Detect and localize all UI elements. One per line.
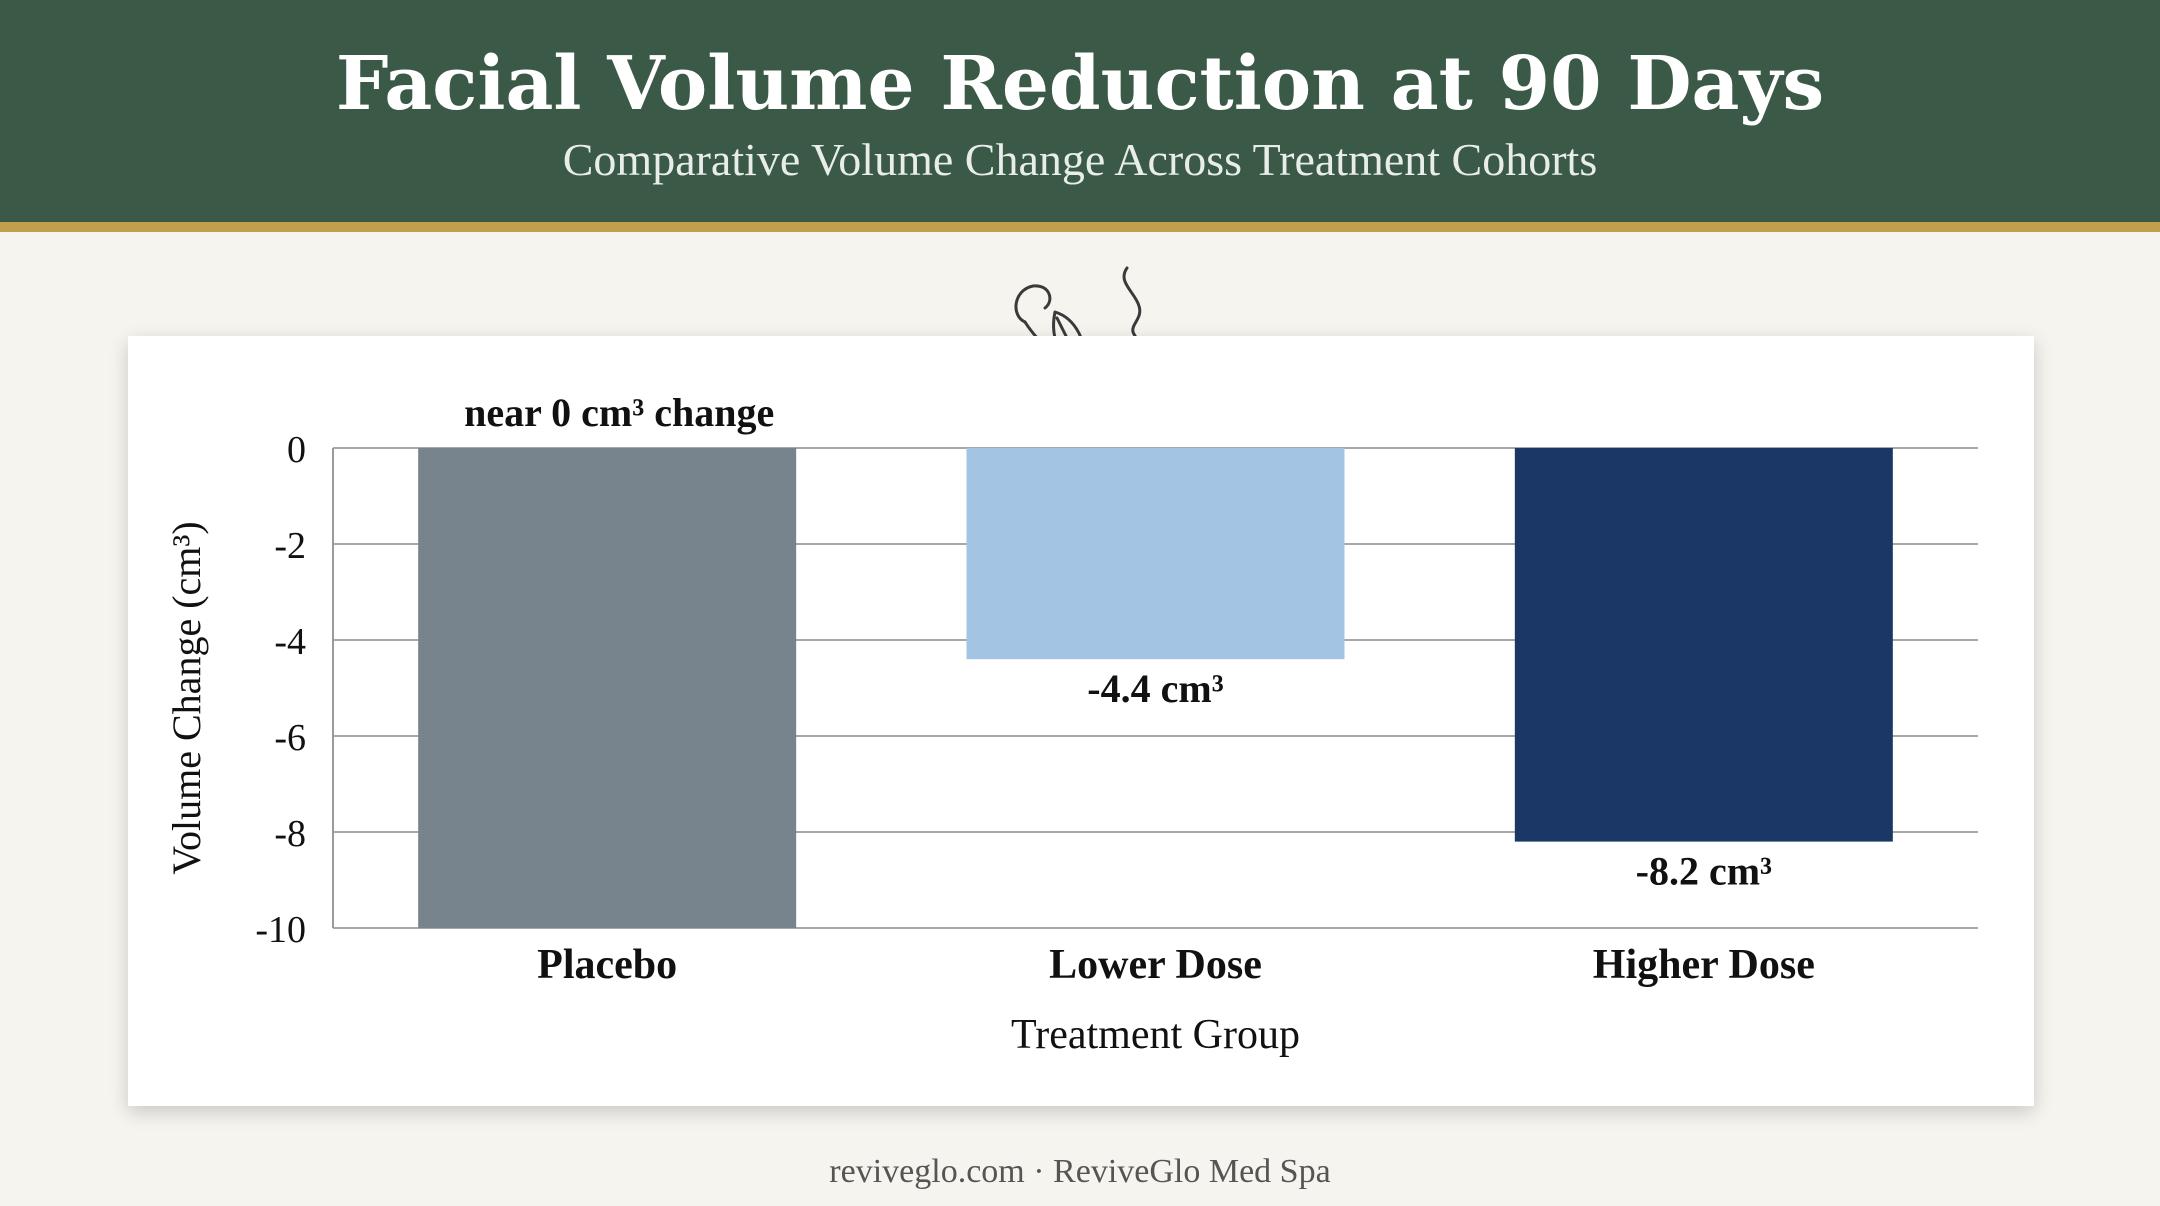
- y-tick-label: 0: [287, 429, 306, 471]
- bar-lower-dose: [966, 448, 1345, 660]
- data-label: -4.4 cm³: [1087, 666, 1223, 711]
- x-tick-label: Higher Dose: [1593, 942, 1815, 988]
- bar-higher-dose: [1514, 448, 1893, 842]
- gold-divider: [0, 222, 2160, 232]
- chart-title: Facial Volume Reduction at 90 Days: [335, 41, 1825, 127]
- bar-placebo: [418, 448, 797, 928]
- y-tick-label: -8: [274, 813, 306, 855]
- data-label: -8.2 cm³: [1636, 849, 1772, 894]
- chart-subtitle: Comparative Volume Change Across Treatme…: [562, 134, 1598, 185]
- y-axis-label: Volume Change (cm³): [164, 521, 209, 874]
- header-banner: Facial Volume Reduction at 90 Days Compa…: [0, 0, 2160, 222]
- chart-card: 0 -2 -4 -6 -8 -10 Placebo near 0 cm³ change Lowe…: [128, 336, 2034, 1106]
- x-tick-label: Lower Dose: [1049, 942, 1262, 988]
- y-tick-label: -4: [274, 621, 306, 663]
- y-tick-label: -10: [255, 909, 306, 951]
- y-tick-label: -6: [274, 717, 306, 759]
- x-tick-label: Placebo: [537, 942, 677, 988]
- bar-chart: 0 -2 -4 -6 -8 -10 Placebo near 0 cm³ change Lowe…: [164, 390, 1978, 1058]
- y-tick-label: -2: [274, 525, 306, 567]
- footer-credit: reviveglo.com · ReviveGlo Med Spa: [829, 1153, 1331, 1190]
- x-axis-label: Treatment Group: [1011, 1012, 1300, 1058]
- data-label: near 0 cm³ change: [464, 390, 774, 435]
